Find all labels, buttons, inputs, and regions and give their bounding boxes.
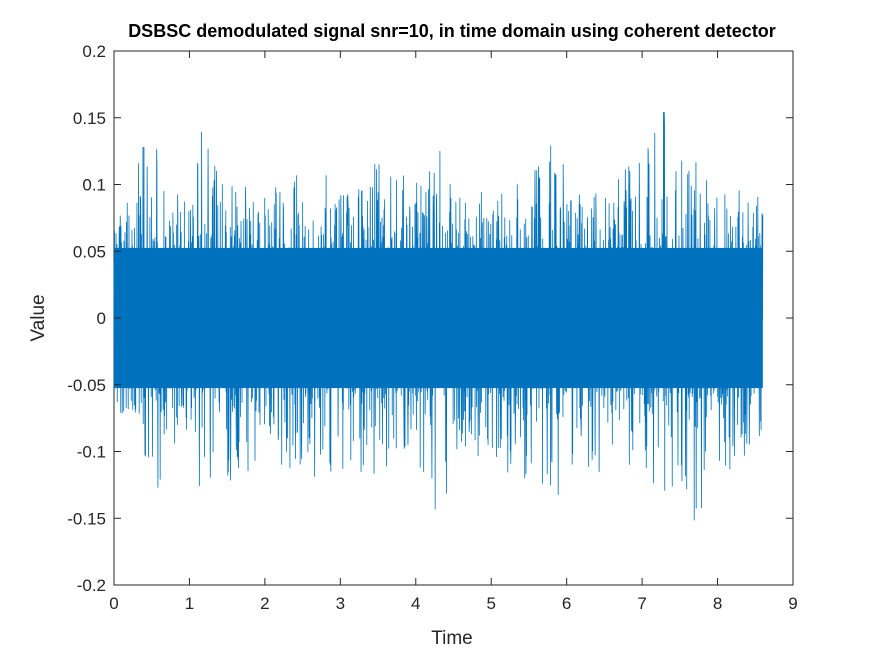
x-tick-label: 2 <box>260 594 269 613</box>
series-layer <box>113 111 764 521</box>
y-tick-label: 0.05 <box>73 242 106 261</box>
y-tick-label: -0.05 <box>67 376 106 395</box>
x-tick-label: 3 <box>336 594 345 613</box>
x-tick-label: 5 <box>486 594 495 613</box>
series-line <box>113 111 764 521</box>
x-tick-label: 9 <box>788 594 797 613</box>
x-tick-label: 0 <box>109 594 118 613</box>
y-tick-label: -0.2 <box>77 576 106 595</box>
x-tick-label: 6 <box>562 594 571 613</box>
x-tick-label: 8 <box>713 594 722 613</box>
y-tick-label: 0 <box>97 309 106 328</box>
y-tick-label: -0.1 <box>77 443 106 462</box>
y-tick-label: -0.15 <box>67 509 106 528</box>
y-axis-label: Value <box>28 294 49 341</box>
y-tick-label: 0.15 <box>73 109 106 128</box>
chart-title: DSBSC demodulated signal snr=10, in time… <box>128 21 776 41</box>
x-axis-label: Time <box>431 628 473 649</box>
y-tick-label: 0.1 <box>82 176 106 195</box>
x-axis-ticks: 0 1 2 3 4 5 6 7 8 9 <box>109 51 798 613</box>
x-tick-label: 1 <box>185 594 194 613</box>
y-tick-label: 0.2 <box>82 42 106 61</box>
x-tick-label: 4 <box>411 594 420 613</box>
x-tick-label: 7 <box>637 594 646 613</box>
y-axis-ticks: -0.2 -0.15 -0.1 -0.05 0 0.05 0.1 0.15 0.2 <box>67 42 793 595</box>
